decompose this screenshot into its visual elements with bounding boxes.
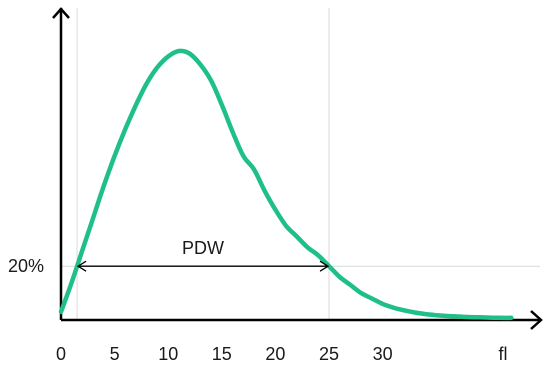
pdw-arrowhead-right — [319, 260, 330, 272]
x-tick-label: 0 — [56, 344, 66, 364]
y-axis-arrowhead — [52, 7, 70, 19]
x-tick-label: 20 — [265, 344, 285, 364]
pdw-arrowhead-left — [76, 260, 87, 272]
x-tick-label: 30 — [373, 344, 393, 364]
x-tick-label: 15 — [212, 344, 232, 364]
x-tick-label: 25 — [319, 344, 339, 364]
tick-labels: 20% 0 5 10 15 20 25 30 fl — [8, 256, 508, 364]
pdw-label: PDW — [182, 238, 224, 258]
pdw-range: PDW — [76, 238, 330, 272]
curve-layer — [58, 48, 514, 321]
reference-lines — [61, 8, 540, 320]
x-axis-arrowhead — [530, 310, 543, 330]
x-tick-label: 5 — [110, 344, 120, 364]
distribution-curve — [58, 48, 514, 321]
level-label: 20% — [8, 256, 44, 276]
x-unit-label: fl — [499, 344, 508, 364]
axes — [52, 7, 543, 330]
x-tick-label: 10 — [158, 344, 178, 364]
